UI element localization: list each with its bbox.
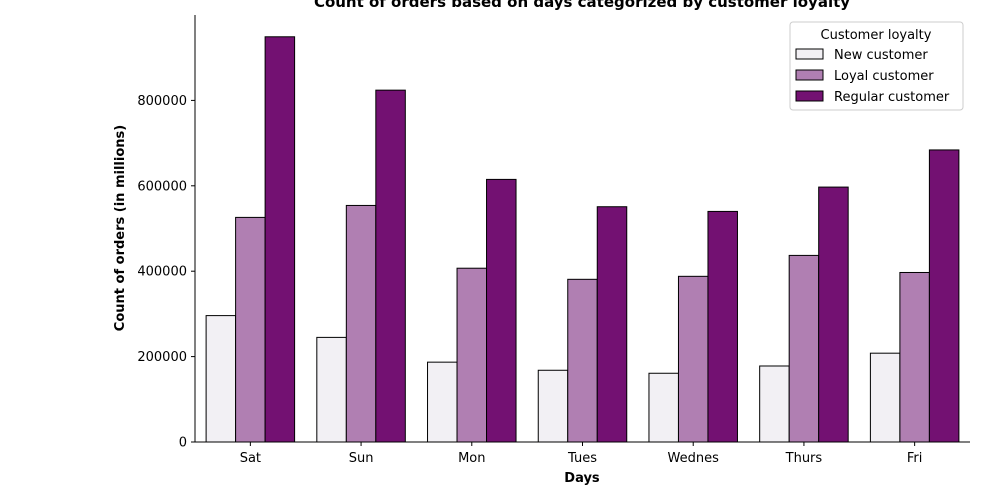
bar-tues-new-customer [537, 369, 569, 443]
legend: Customer loyalty New customer Loyal custo… [789, 21, 964, 111]
bar-thurs-regular-customer [818, 186, 849, 443]
x-axis-ticks: Sat Sun Mon Tues Wednes Thurs Fri [240, 442, 923, 466]
x-tick-label: Sun [349, 451, 374, 466]
x-tick-label: Wednes [668, 451, 720, 466]
y-tick-label: 800000 [137, 94, 187, 109]
bar-fri-loyal-customer [899, 271, 930, 443]
bar-sat-regular-customer [264, 36, 296, 443]
legend-label: Regular customer [834, 90, 950, 105]
legend-title: Customer loyalty [821, 28, 932, 43]
y-tick-label: 400000 [137, 265, 187, 280]
x-tick-label: Mon [458, 451, 485, 466]
bar-mon-regular-customer [486, 178, 517, 443]
bar-tues-loyal-customer [567, 278, 598, 443]
legend-label: Loyal customer [834, 69, 934, 84]
bar-sun-regular-customer [375, 89, 406, 443]
bar-thurs-loyal-customer [788, 254, 820, 443]
bar-wednes-regular-customer [707, 210, 738, 443]
legend-label: New customer [834, 48, 928, 63]
bar-wednes-loyal-customer [677, 275, 709, 443]
bar-tues-regular-customer [596, 206, 628, 443]
legend-swatch [795, 48, 824, 60]
bar-thurs-new-customer [759, 365, 790, 443]
y-tick-label: 600000 [137, 179, 187, 194]
legend-frame [789, 21, 964, 111]
bar-mon-loyal-customer [456, 267, 488, 443]
y-tick-label: 200000 [137, 350, 187, 365]
bars-group [205, 36, 960, 443]
legend-swatch [795, 90, 824, 102]
x-tick-label: Thurs [785, 451, 823, 466]
legend-swatch [795, 69, 824, 81]
x-axis-label: Days [564, 471, 600, 486]
y-axis-label: Count of orders (in millions) [113, 125, 128, 331]
bar-mon-new-customer [427, 361, 458, 443]
bar-fri-new-customer [869, 352, 901, 443]
bar-sat-loyal-customer [235, 216, 266, 443]
y-tick-label: 0 [179, 436, 187, 451]
bar-sun-loyal-customer [345, 204, 377, 443]
bar-sun-new-customer [316, 336, 347, 443]
x-tick-label: Tues [567, 451, 597, 466]
chart-title: Count of orders based on days categorize… [314, 0, 850, 11]
x-tick-label: Sat [240, 451, 261, 466]
bar-fri-regular-customer [928, 149, 960, 443]
legend-items: New customer Loyal customer Regular custom… [795, 48, 950, 105]
bar-wednes-new-customer [648, 372, 679, 443]
x-tick-label: Fri [907, 451, 923, 466]
bar-sat-new-customer [205, 315, 237, 443]
y-axis-ticks: 0 200000 400000 600000 800000 [137, 94, 195, 451]
